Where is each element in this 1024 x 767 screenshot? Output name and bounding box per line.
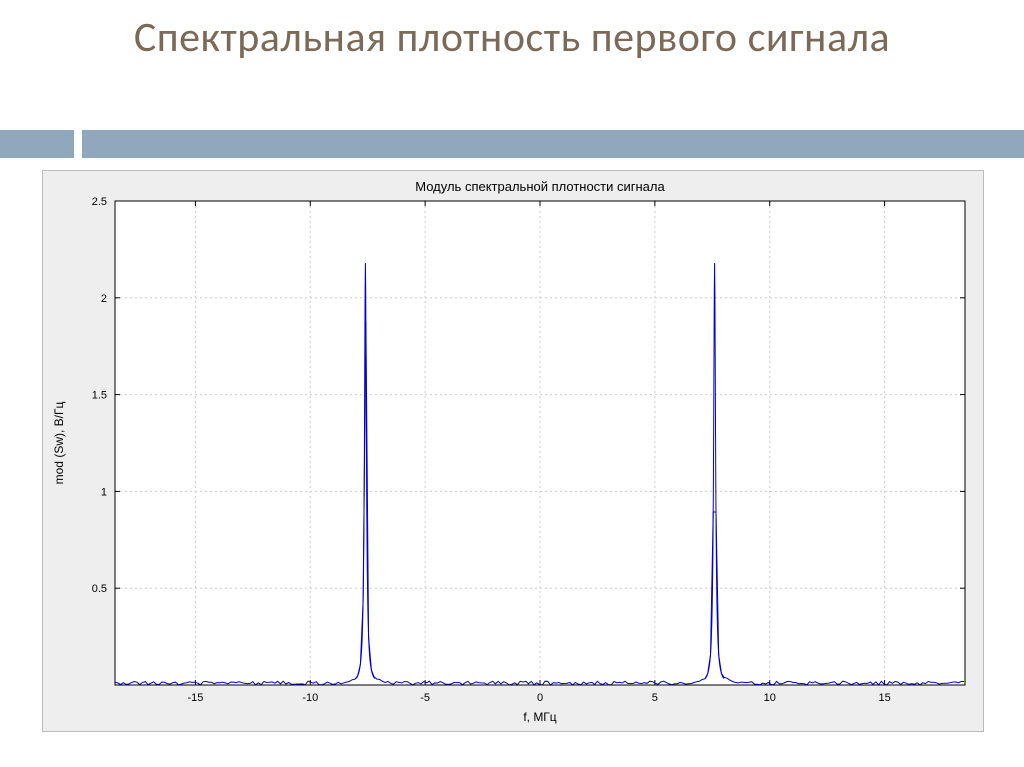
svg-text:2.5: 2.5 xyxy=(92,196,107,208)
svg-text:f, МГц: f, МГц xyxy=(523,710,556,724)
svg-text:0.5: 0.5 xyxy=(92,583,107,595)
svg-text:1.5: 1.5 xyxy=(92,390,107,402)
accent-bar-right xyxy=(82,130,1024,158)
figure-panel: -15 -10 -5 0 5 10 15 0.5 1 1.5 2 2.5 Модуль спектрал… xyxy=(42,170,984,732)
svg-text:-15: -15 xyxy=(187,692,203,704)
svg-text:10: 10 xyxy=(764,692,776,704)
svg-text:-10: -10 xyxy=(302,692,318,704)
svg-text:15: 15 xyxy=(878,692,890,704)
svg-text:1: 1 xyxy=(101,486,107,498)
svg-text:5: 5 xyxy=(652,692,658,704)
svg-text:2: 2 xyxy=(101,293,107,305)
accent-bar-left xyxy=(0,130,74,158)
svg-text:-5: -5 xyxy=(420,692,430,704)
spectrum-chart: -15 -10 -5 0 5 10 15 0.5 1 1.5 2 2.5 Модуль спектрал… xyxy=(43,171,983,731)
slide-title: Спектральная плотность первого сигнала xyxy=(0,0,1024,62)
svg-text:Модуль спектральной плотности: Модуль спектральной плотности сигнала xyxy=(415,179,665,194)
svg-text:0: 0 xyxy=(537,692,543,704)
svg-text:mod (Sw), В/Гц: mod (Sw), В/Гц xyxy=(52,402,66,485)
